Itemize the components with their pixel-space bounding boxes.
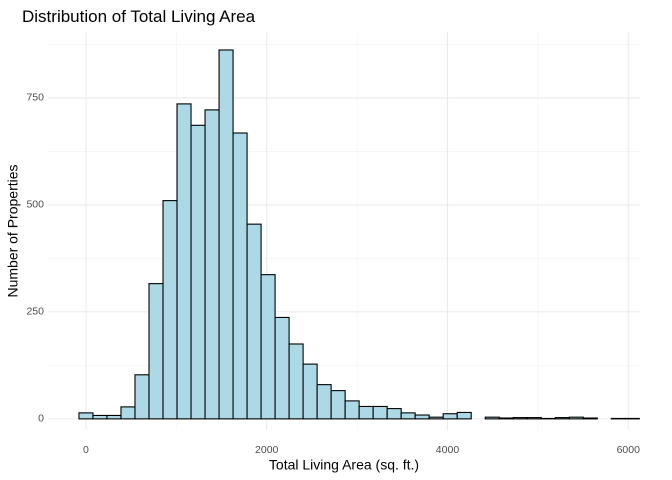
y-tick-label: 500 (26, 199, 44, 211)
bar (246, 223, 262, 420)
bar (400, 412, 416, 420)
bar (106, 414, 122, 420)
bar (456, 411, 472, 420)
x-tick-label: 4000 (436, 444, 460, 456)
bar (190, 124, 206, 420)
bar (442, 413, 458, 420)
bar (568, 416, 584, 420)
x-tick-label: 6000 (617, 444, 641, 456)
bar (204, 109, 220, 420)
bar (232, 132, 248, 420)
bar (218, 49, 234, 420)
bar (316, 384, 332, 420)
bar (162, 200, 178, 420)
y-tick-label: 0 (38, 413, 44, 425)
x-tick-label: 0 (83, 444, 89, 456)
bar (428, 416, 444, 420)
bar (358, 405, 374, 420)
bar (274, 316, 290, 420)
bar (512, 417, 528, 420)
bar (498, 417, 514, 420)
bar (260, 274, 276, 420)
x-axis-title: Total Living Area (sq. ft.) (269, 457, 419, 473)
y-tick-label: 250 (26, 306, 44, 318)
bar (302, 363, 318, 420)
bar (582, 417, 598, 420)
chart-title: Distribution of Total Living Area (22, 7, 256, 26)
bar (554, 417, 570, 420)
y-tick-label: 750 (26, 92, 44, 104)
bar (484, 416, 500, 420)
bar (176, 103, 192, 420)
bar (78, 412, 94, 420)
bar (344, 400, 360, 420)
bar (148, 283, 164, 420)
bar (92, 414, 108, 420)
bar (120, 406, 136, 420)
bar (330, 390, 346, 420)
bar (414, 414, 430, 420)
bar (386, 408, 402, 420)
bar (526, 417, 542, 420)
bar (372, 405, 388, 420)
x-tick-label: 2000 (255, 444, 279, 456)
bar (134, 374, 150, 420)
bar (288, 343, 304, 420)
y-axis-title: Number of Properties (5, 164, 21, 297)
